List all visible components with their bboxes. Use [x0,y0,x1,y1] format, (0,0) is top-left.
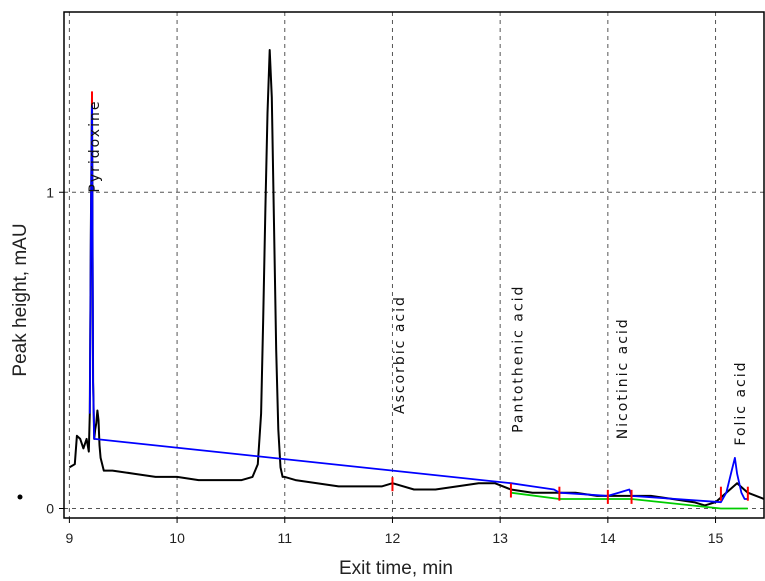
y-axis-title: Peak height, mAU [10,223,31,376]
series-layer [68,49,765,510]
series-line-1 [88,96,748,504]
series-line-2 [510,491,748,510]
peak-label: Ascorbic acid [392,295,408,414]
y-tick-label: 0 [46,501,54,517]
x-tick-label: 12 [385,530,401,546]
x-axis-ticks: 9 10 11 12 13 14 15 [65,518,724,546]
peak-label: Pyridoxine [87,100,103,193]
y-axis-ticks: 01 [46,184,64,517]
peak-label: Nicotinic acid [615,317,631,439]
peak-labels: Pyridoxine Ascorbic acid Pantothenic acid N… [17,100,749,500]
grid [64,12,764,518]
peak-label: Pantothenic acid [510,285,526,433]
x-tick-label: 14 [600,530,616,546]
peak-label: Folic acid [733,360,749,445]
x-axis-title: Exit time, min [339,558,453,579]
axis-dot [17,494,23,500]
y-tick-label: 1 [46,184,54,200]
x-tick-label: 9 [65,530,73,546]
x-tick-label: 10 [169,530,185,546]
peak-markers [91,91,749,504]
x-tick-label: 13 [492,530,508,546]
plot-frame [63,11,765,519]
x-tick-label: 15 [708,530,724,546]
series-line-0 [68,49,765,507]
x-tick-label: 11 [277,530,292,546]
